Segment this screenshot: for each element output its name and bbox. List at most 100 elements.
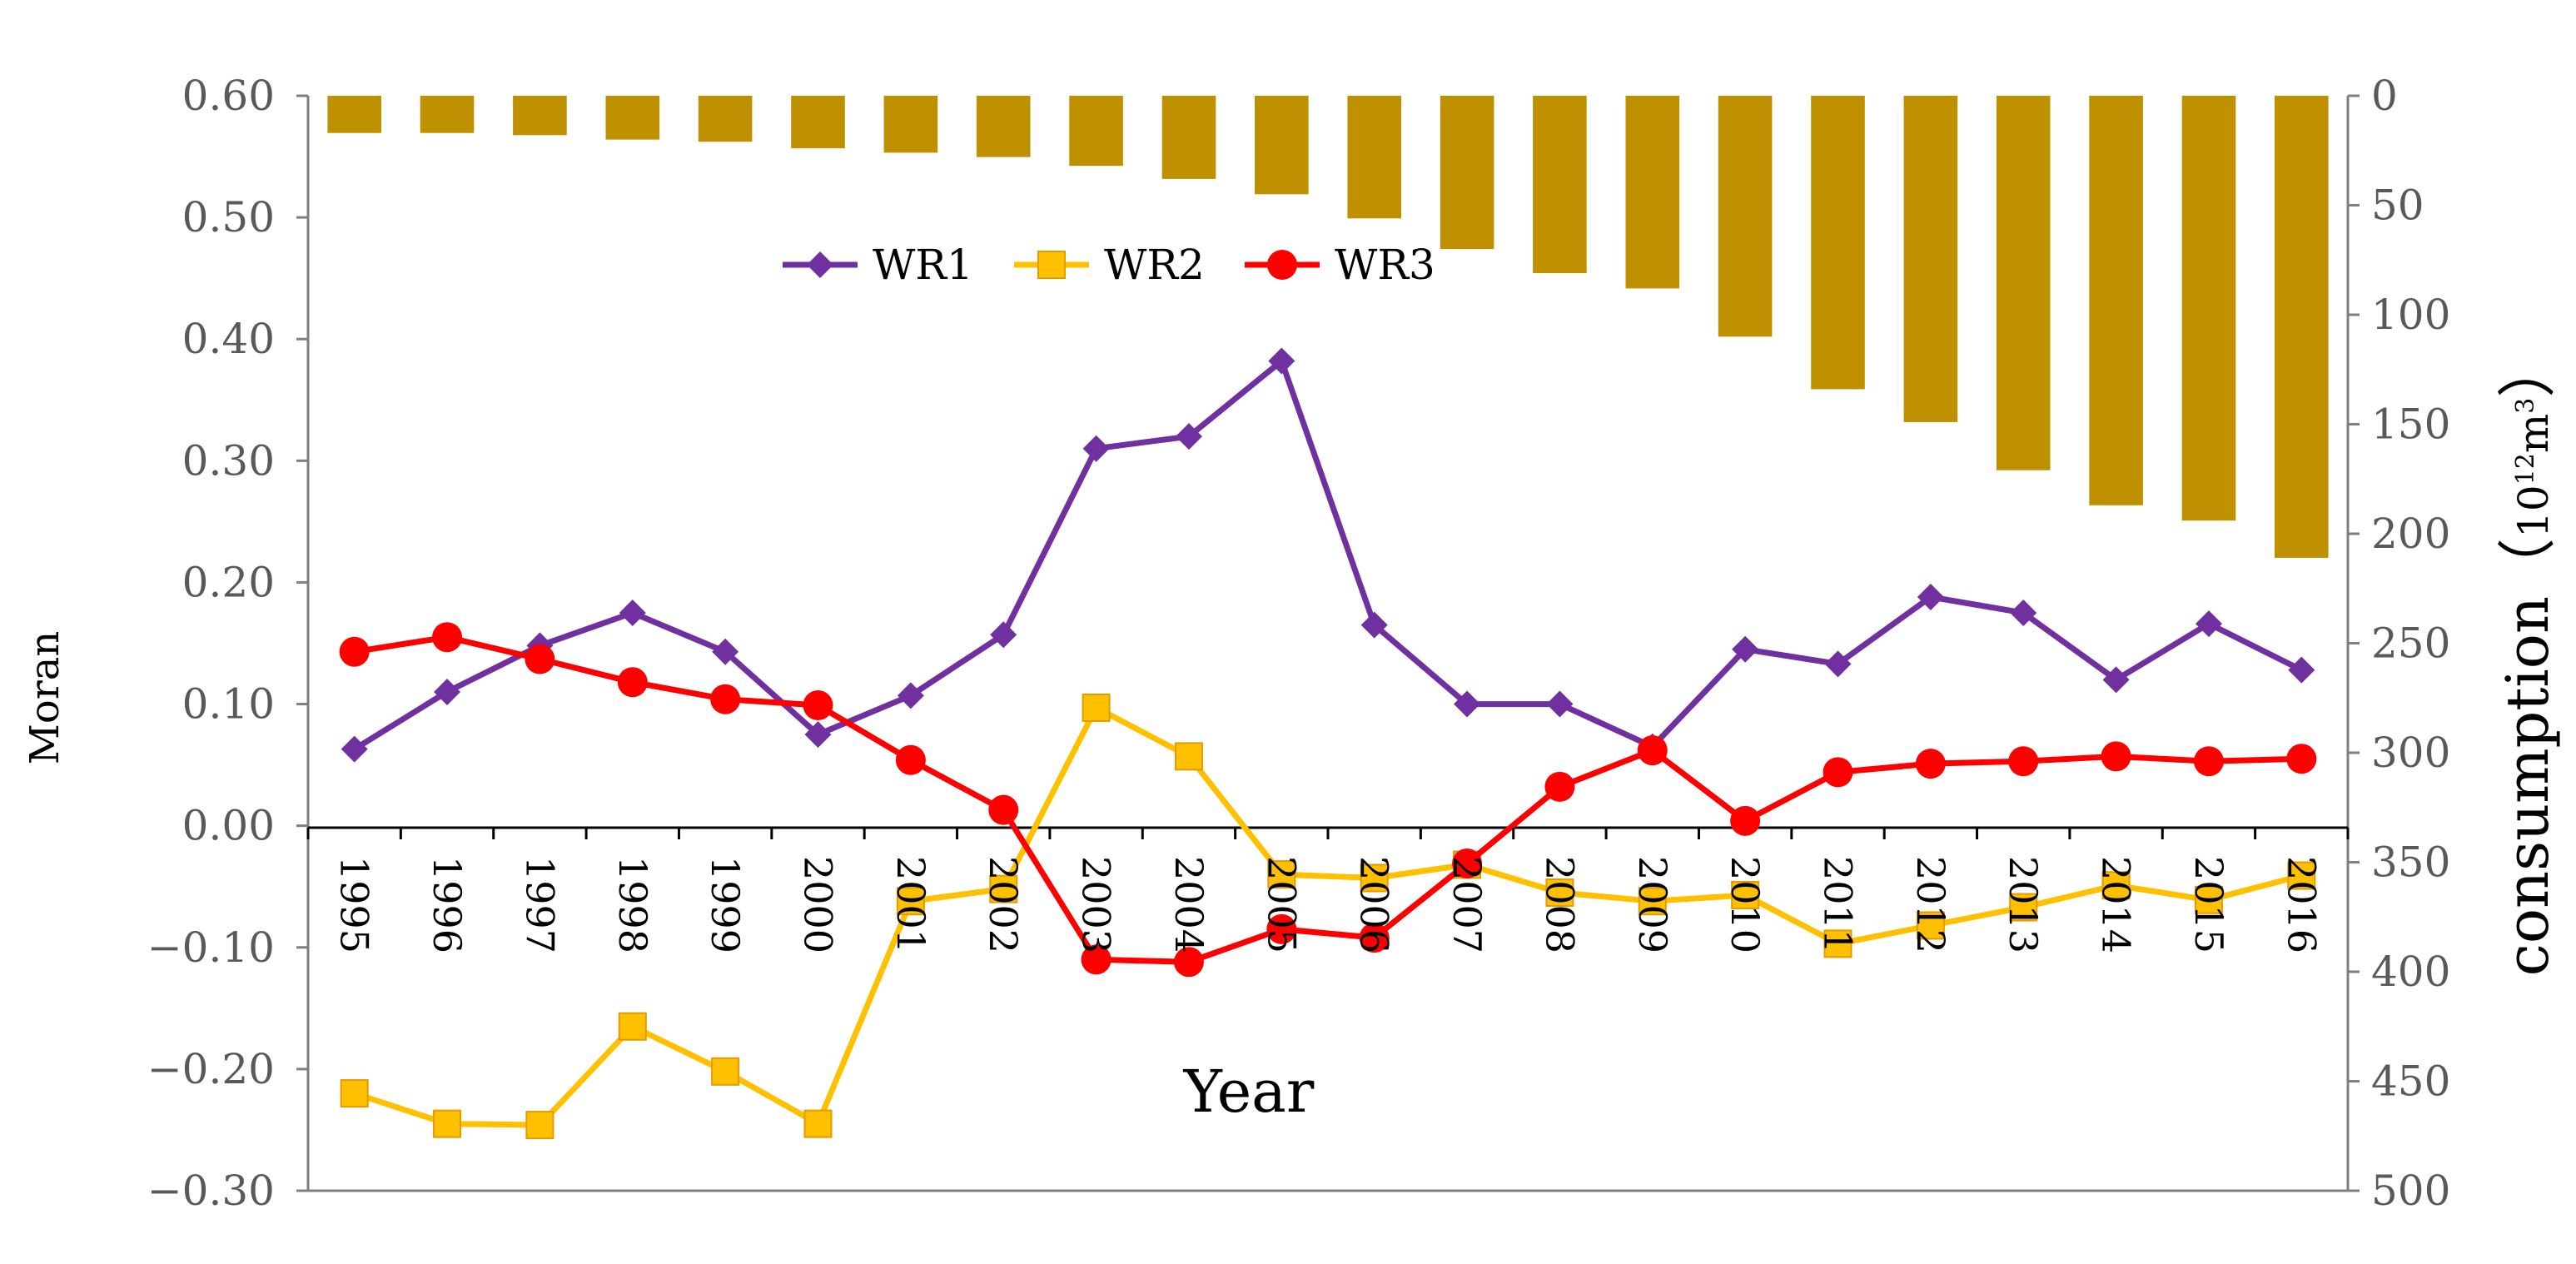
legend-item-WR1: WR1 bbox=[783, 241, 973, 289]
x-tick-label-2012: 2012 bbox=[1908, 856, 1953, 953]
y-right-tick-label: 250 bbox=[2371, 620, 2450, 668]
y-axis-left-title: Moran bbox=[22, 631, 68, 765]
WR2-point-2011 bbox=[1823, 929, 1852, 958]
y-axis-right-title: consumption（1012m3） bbox=[2494, 340, 2562, 977]
legend-marker-WR3 bbox=[1267, 250, 1297, 280]
x-tick-label-1998: 1998 bbox=[610, 856, 655, 953]
consumption-bar-2003 bbox=[1069, 96, 1123, 167]
WR3-point-2003 bbox=[1081, 944, 1111, 975]
x-tick-label-2009: 2009 bbox=[1630, 856, 1675, 953]
WR2-point-2000 bbox=[803, 1109, 833, 1138]
legend-label: WR1 bbox=[873, 241, 973, 289]
WR2-point-2008 bbox=[1545, 878, 1574, 908]
legend-item-WR2: WR2 bbox=[1014, 241, 1205, 289]
y-right-tick-label: 200 bbox=[2371, 510, 2450, 558]
WR1-point-2014 bbox=[2102, 666, 2130, 694]
y-left-tick-label: −0.30 bbox=[147, 1167, 275, 1215]
WR2-point-2005 bbox=[1267, 860, 1296, 889]
x-tick-label-2002: 2002 bbox=[981, 856, 1026, 953]
series-WR3 bbox=[339, 622, 2317, 978]
WR3-point-2007 bbox=[1452, 848, 1483, 878]
consumption-bar-2011 bbox=[1811, 96, 1865, 390]
x-tick-label-1996: 1996 bbox=[425, 856, 470, 953]
WR2-point-2016 bbox=[2287, 861, 2316, 890]
WR2-point-2012 bbox=[1916, 911, 1945, 940]
legend: WR1 WR2 WR3 bbox=[783, 241, 1435, 289]
y-left-tick-label: 0.00 bbox=[182, 802, 275, 850]
x-tick-label-1999: 1999 bbox=[703, 856, 748, 953]
WR2-point-1997 bbox=[525, 1111, 554, 1140]
x-tick-label-2007: 2007 bbox=[1445, 856, 1489, 953]
WR3-point-2016 bbox=[2286, 744, 2317, 774]
WR1-point-2015 bbox=[2195, 610, 2222, 638]
WR3-line bbox=[354, 634, 2302, 965]
y-right-tick-label: 400 bbox=[2371, 948, 2450, 996]
y-left-tick-label: 0.50 bbox=[182, 193, 275, 241]
consumption-bar-2002 bbox=[976, 96, 1031, 157]
x-tick-label-2006: 2006 bbox=[1352, 856, 1397, 953]
legend-marker-WR2 bbox=[1037, 251, 1066, 279]
WR3-point-2011 bbox=[1823, 757, 1853, 788]
WR2-point-2004 bbox=[1174, 742, 1203, 771]
consumption-bar-2008 bbox=[1533, 96, 1587, 273]
x-tick-label-2005: 2005 bbox=[1259, 856, 1304, 953]
x-tick-label-2011: 2011 bbox=[1816, 856, 1861, 953]
legend-label: WR2 bbox=[1104, 241, 1205, 289]
x-tick-label-1997: 1997 bbox=[517, 856, 562, 953]
lines-layer bbox=[339, 347, 2317, 1140]
consumption-bar-2001 bbox=[883, 96, 938, 153]
WR1-point-2016 bbox=[2288, 656, 2315, 684]
y-left-tick-label: −0.20 bbox=[147, 1045, 275, 1093]
WR2-point-2002 bbox=[989, 874, 1018, 903]
WR2-point-1999 bbox=[711, 1057, 740, 1086]
consumption-bar-2009 bbox=[1625, 96, 1680, 289]
WR3-point-2006 bbox=[1359, 923, 1390, 953]
x-tick-label-2010: 2010 bbox=[1723, 856, 1768, 953]
consumption-bar-2010 bbox=[1718, 96, 1773, 337]
WR2-point-2010 bbox=[1731, 880, 1760, 909]
WR3-point-2004 bbox=[1173, 947, 1204, 978]
WR3-point-2010 bbox=[1730, 805, 1761, 836]
WR3-point-1995 bbox=[339, 636, 370, 667]
WR3-point-1998 bbox=[617, 667, 648, 698]
y-left-tick-label: 0.40 bbox=[182, 315, 275, 363]
WR3-point-1999 bbox=[710, 684, 741, 714]
WR1-point-2012 bbox=[1917, 583, 1944, 610]
y-right-tick-label: 500 bbox=[2371, 1167, 2450, 1215]
WR3-point-2000 bbox=[803, 690, 833, 721]
y-right-tick-label: 50 bbox=[2371, 182, 2424, 230]
y-left-tick-label: 0.20 bbox=[182, 558, 275, 606]
WR3-point-2008 bbox=[1544, 771, 1575, 802]
WR3-point-2009 bbox=[1637, 735, 1668, 766]
WR2-point-1995 bbox=[340, 1079, 369, 1108]
x-tick-label-2001: 2001 bbox=[888, 856, 933, 953]
WR2-point-2015 bbox=[2194, 885, 2223, 914]
legend-item-WR3: WR3 bbox=[1245, 241, 1435, 289]
WR1-point-2000 bbox=[804, 721, 832, 749]
consumption-bar-2015 bbox=[2181, 96, 2236, 521]
series-WR2 bbox=[340, 693, 2316, 1140]
ticks-layer: 0.60 0.50 0.40 0.30 0.20 0.10 0.00 −0.10 −0.20 −0… bbox=[147, 72, 2451, 1215]
x-tick-label-2014: 2014 bbox=[2094, 856, 2139, 953]
WR2-point-2014 bbox=[2101, 871, 2131, 900]
x-tick-label-2004: 2004 bbox=[1166, 856, 1211, 953]
WR2-line bbox=[353, 704, 2303, 1128]
consumption-bar-2004 bbox=[1161, 96, 1216, 179]
y-right-tick-label: 350 bbox=[2371, 839, 2450, 887]
consumption-bar-1995 bbox=[327, 96, 381, 133]
x-tick-label-2000: 2000 bbox=[796, 856, 841, 953]
consumption-bar-1997 bbox=[513, 96, 567, 136]
WR2-point-1998 bbox=[618, 1012, 647, 1041]
WR2-point-2001 bbox=[896, 887, 925, 916]
x-tick-label-1995: 1995 bbox=[332, 856, 377, 953]
x-tick-label-2013: 2013 bbox=[2001, 856, 2046, 953]
consumption-bar-2005 bbox=[1255, 96, 1309, 195]
WR3-point-2013 bbox=[2008, 746, 2039, 777]
y-right-tick-label: 150 bbox=[2371, 401, 2450, 449]
consumption-bar-2007 bbox=[1440, 96, 1494, 250]
x-tick-label-2008: 2008 bbox=[1537, 856, 1582, 953]
WR1-point-1999 bbox=[712, 638, 739, 665]
WR1-point-2003 bbox=[1082, 435, 1110, 462]
consumption-bar-2016 bbox=[2275, 96, 2329, 558]
WR1-point-2005 bbox=[1268, 347, 1295, 375]
